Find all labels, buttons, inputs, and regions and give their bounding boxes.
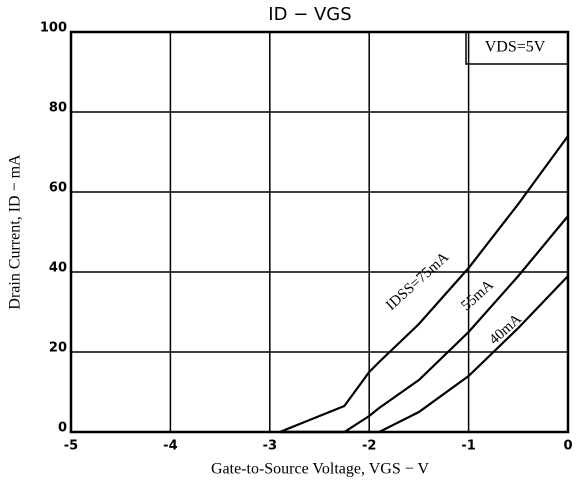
y-axis-label: Drain Current, ID − mA [7,154,24,310]
y-tick-label: 100 [40,21,67,36]
x-tick-label: -3 [263,439,277,454]
x-tick-label: -1 [461,439,475,454]
y-tick-label: 60 [49,181,67,196]
x-tick-label: -4 [163,439,177,454]
x-tick-label: -2 [362,439,376,454]
y-tick-label: 0 [58,421,67,436]
chart-title: ID − VGS [268,4,351,25]
annotation-box [465,31,569,65]
curve [279,135,569,434]
curve-label: 55mA [458,277,497,314]
x-tick-label: 0 [563,439,572,454]
x-tick-label: -5 [64,439,78,454]
curve [279,215,569,434]
curve-label: 40mA [486,311,525,348]
x-axis-label: Gate-to-Source Voltage, VGS − V [211,461,429,478]
y-tick-label: 80 [49,101,67,116]
curve [279,275,569,434]
y-tick-label: 20 [49,341,67,356]
y-tick-label: 40 [49,261,67,276]
plot-frame [69,30,570,434]
annotation: VDS=5V [485,39,546,56]
curve-label: IDSS=75mA [383,249,452,314]
